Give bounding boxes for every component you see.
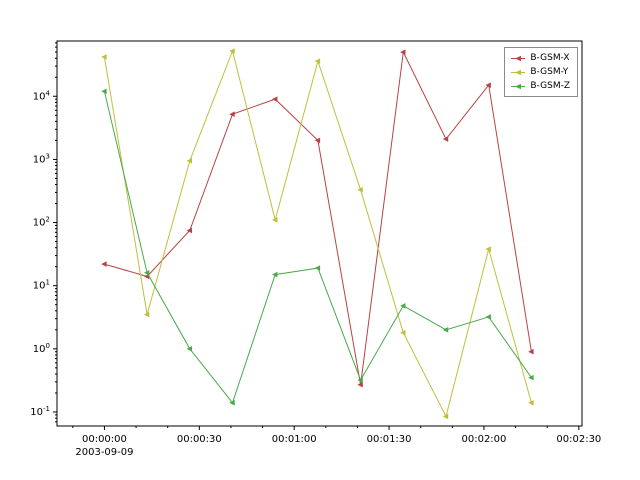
data-point-marker (272, 217, 278, 223)
data-point-marker (229, 111, 235, 117)
x-tick-label: 00:01:30 (367, 434, 412, 445)
y-tick-label: 103 (33, 152, 50, 165)
data-point-marker (272, 271, 278, 278)
y-tick-label: 104 (33, 89, 51, 102)
x-axis-date-label: 2003-09-09 (75, 447, 133, 458)
legend-entry-bgsm-x: B-GSM-X (510, 52, 570, 64)
data-point-marker (229, 399, 235, 406)
y-axis: 10-1 100 101 102 103 104 (30, 42, 57, 423)
y-tick-label: 100 (33, 342, 50, 355)
legend: B-GSM-X B-GSM-Y B-GSM-Z (504, 47, 578, 97)
legend-marker-icon (511, 83, 526, 89)
data-point-marker (528, 374, 534, 381)
data-point-marker (357, 187, 363, 193)
series-b-gsm-y (101, 48, 534, 420)
data-point-marker (186, 346, 193, 352)
series-b-gsm-z (101, 88, 534, 406)
data-point-marker (528, 399, 534, 406)
data-point-marker (186, 158, 193, 164)
data-point-marker (229, 48, 235, 54)
legend-entry-bgsm-y: B-GSM-Y (510, 66, 570, 78)
data-point-marker (442, 136, 449, 142)
y-tick-label: 101 (33, 279, 50, 292)
data-point-marker (528, 348, 534, 355)
data-point-marker (101, 261, 107, 267)
legend-marker-icon (511, 55, 526, 61)
series-b-gsm-x (101, 49, 534, 388)
data-point-marker (143, 311, 150, 318)
data-point-marker (442, 413, 449, 420)
data-point-marker (485, 82, 491, 88)
data-point-marker (485, 246, 491, 252)
legend-label: B-GSM-X (530, 53, 570, 63)
legend-label: B-GSM-Z (530, 81, 570, 91)
legend-entry-bgsm-z: B-GSM-Z (510, 80, 570, 92)
data-point-marker (400, 49, 406, 55)
data-point-marker (143, 270, 150, 276)
data-point-marker (272, 96, 278, 102)
axes-frame (56, 40, 583, 427)
data-point-marker (357, 377, 363, 383)
data-point-marker (101, 54, 107, 60)
data-point-marker (314, 58, 321, 64)
x-tick-label: 00:01:00 (272, 434, 317, 445)
data-point-marker (186, 227, 193, 234)
data-point-marker (314, 265, 321, 271)
data-point-marker (400, 303, 406, 309)
legend-marker-icon (511, 69, 526, 75)
y-tick-label: 10-1 (30, 405, 50, 418)
x-tick-label: 00:02:30 (556, 434, 601, 445)
data-point-marker (400, 329, 406, 336)
data-point-marker (442, 327, 449, 333)
data-point-marker (485, 314, 491, 320)
x-tick-label: 00:02:00 (461, 434, 506, 445)
data-point-marker (357, 381, 363, 388)
x-tick-label: 00:00:00 (82, 434, 127, 445)
x-tick-label: 00:00:30 (177, 434, 222, 445)
legend-label: B-GSM-Y (530, 67, 569, 77)
y-tick-label: 102 (33, 216, 50, 229)
data-point-marker (314, 137, 321, 144)
data-point-marker (101, 88, 107, 95)
